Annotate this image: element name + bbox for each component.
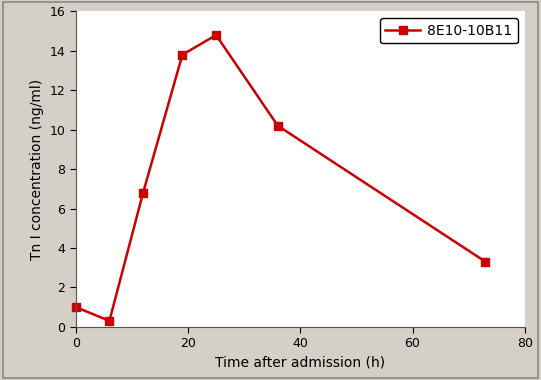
8E10-10B11 — [106, 318, 113, 323]
Legend: 8E10-10B11: 8E10-10B11 — [380, 18, 518, 43]
X-axis label: Time after admission (h): Time after admission (h) — [215, 356, 385, 370]
8E10-10B11 — [72, 305, 79, 309]
8E10-10B11 — [213, 33, 219, 37]
8E10-10B11 — [140, 190, 146, 195]
8E10-10B11 — [179, 52, 186, 57]
Line: 8E10-10B11: 8E10-10B11 — [71, 31, 490, 325]
Y-axis label: Tn I concentration (ng/ml): Tn I concentration (ng/ml) — [30, 79, 44, 260]
8E10-10B11 — [274, 124, 281, 128]
8E10-10B11 — [482, 260, 489, 264]
